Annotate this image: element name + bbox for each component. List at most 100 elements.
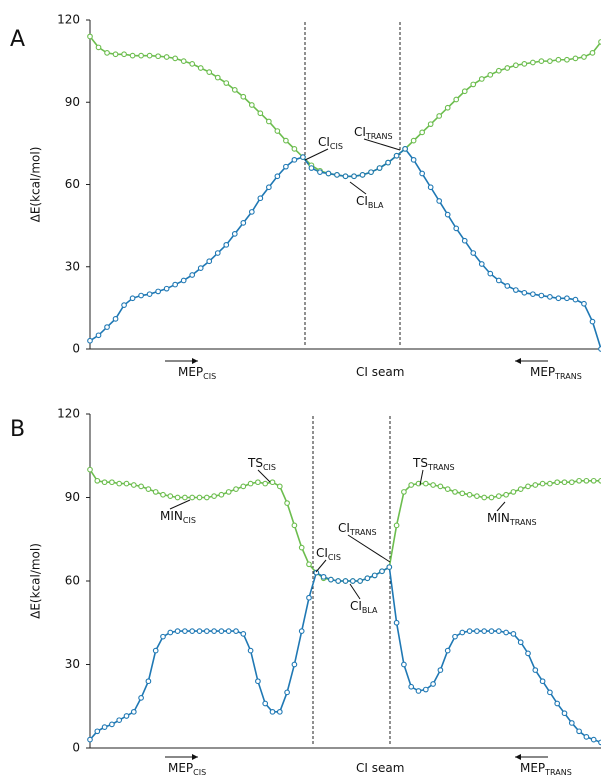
- data-point: [503, 629, 509, 636]
- data-point: [488, 494, 495, 501]
- data-point: [532, 482, 539, 488]
- annotation-leader: [169, 499, 191, 510]
- data-point: [172, 281, 179, 288]
- data-point: [225, 628, 232, 634]
- data-point: [427, 121, 434, 128]
- data-point: [138, 292, 144, 299]
- data-point: [598, 477, 601, 484]
- data-point: [104, 324, 110, 330]
- arrow-head: [192, 358, 198, 364]
- data-point: [284, 689, 290, 696]
- panel-label: A: [10, 27, 25, 52]
- data-point: [240, 220, 247, 226]
- data-point: [257, 195, 264, 202]
- data-point: [376, 165, 383, 171]
- data-point: [174, 628, 181, 634]
- data-point: [182, 494, 188, 501]
- data-point: [298, 628, 305, 634]
- data-point: [517, 639, 524, 646]
- data-point: [269, 708, 276, 715]
- data-point: [359, 172, 366, 178]
- data-point: [274, 128, 281, 134]
- data-point: [306, 561, 312, 568]
- data-point: [547, 58, 553, 64]
- data-point: [481, 628, 488, 634]
- data-point: [214, 250, 221, 256]
- annotation-sub: TRANS: [427, 463, 455, 472]
- data-point: [419, 129, 426, 136]
- data-point: [160, 633, 166, 640]
- data-point: [453, 225, 460, 232]
- data-point: [87, 736, 93, 743]
- y-tick-label: 60: [65, 574, 80, 588]
- data-point: [393, 522, 400, 529]
- data-point: [495, 277, 502, 284]
- y-tick-label: 30: [65, 259, 80, 273]
- x-label-main: MEP: [520, 761, 545, 775]
- x-label: CI seam: [356, 761, 404, 775]
- data-point: [444, 104, 451, 111]
- data-point: [317, 169, 323, 176]
- annotation-leader: [347, 534, 391, 563]
- data-point: [452, 633, 458, 640]
- data-point: [564, 56, 570, 63]
- data-point: [123, 480, 130, 487]
- data-point: [504, 283, 511, 289]
- data-point: [598, 39, 601, 45]
- data-point: [308, 165, 315, 171]
- data-point: [349, 578, 356, 584]
- x-label-main: MEP: [178, 365, 203, 379]
- annotation: TSTRANS: [412, 456, 455, 472]
- annotation-sub: CIS: [183, 516, 196, 525]
- data-point: [211, 493, 217, 499]
- x-label: CI seam: [356, 365, 404, 379]
- data-point: [488, 628, 495, 634]
- data-point: [525, 483, 531, 490]
- data-point: [401, 489, 407, 495]
- data-point: [393, 619, 400, 626]
- data-point: [453, 96, 460, 103]
- data-point: [510, 489, 517, 495]
- data-point: [466, 628, 473, 634]
- x-label-sub: CIS: [203, 372, 216, 381]
- data-point: [512, 287, 519, 293]
- data-point: [368, 169, 374, 176]
- data-point: [517, 486, 524, 493]
- data-point: [342, 578, 349, 584]
- data-point: [94, 477, 101, 484]
- annotation-sub: CIS: [330, 142, 343, 151]
- data-point: [129, 295, 136, 302]
- data-point: [291, 146, 298, 152]
- data-point: [247, 480, 254, 487]
- data-point: [461, 88, 468, 95]
- data-point: [589, 50, 596, 56]
- annotation: CITRANS: [354, 125, 393, 141]
- annotation: CIBLA: [350, 599, 378, 615]
- data-point: [474, 493, 480, 499]
- data-point: [371, 572, 378, 579]
- data-point: [554, 479, 561, 486]
- data-point: [459, 490, 466, 497]
- data-point: [590, 736, 597, 743]
- data-point: [182, 628, 188, 634]
- data-point: [266, 118, 272, 125]
- x-label: MEPCIS: [178, 365, 216, 381]
- data-point: [401, 661, 407, 668]
- data-point: [306, 594, 312, 601]
- data-point: [335, 578, 342, 584]
- data-point: [274, 173, 281, 180]
- data-point: [291, 661, 298, 668]
- data-point: [223, 80, 230, 86]
- annotation-sub: BLA: [362, 606, 378, 615]
- arrow-head: [515, 358, 521, 364]
- data-point: [87, 337, 93, 344]
- data-point: [561, 710, 568, 717]
- data-point: [155, 53, 161, 60]
- data-point: [487, 270, 494, 277]
- annotation-sub: TRANS: [349, 528, 377, 537]
- data-point: [452, 489, 458, 495]
- annotation-sub: CIS: [328, 553, 341, 562]
- data-point: [180, 277, 187, 284]
- data-point: [152, 647, 159, 654]
- data-point: [547, 480, 553, 487]
